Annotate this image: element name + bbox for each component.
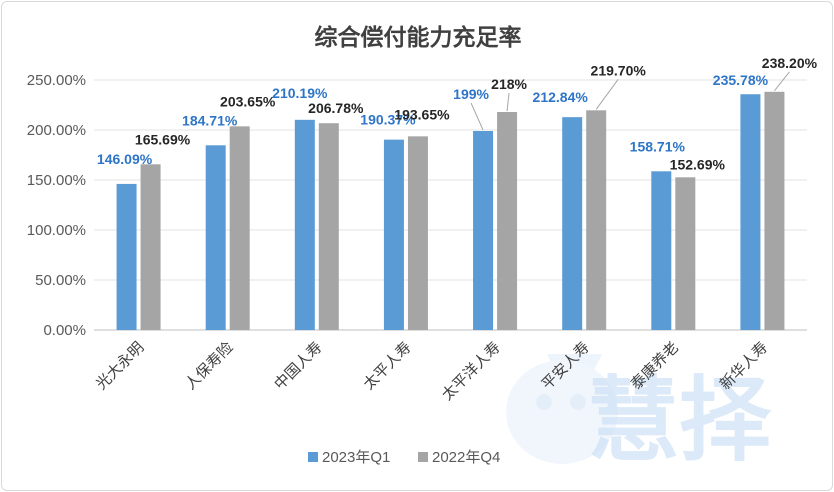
data-label: 235.78% bbox=[713, 72, 769, 88]
watermark: 慧择 bbox=[506, 354, 772, 474]
label-leader-line bbox=[595, 79, 619, 110]
x-tick-label: 太平洋人寿 bbox=[438, 338, 504, 404]
y-tick-label: 50.00% bbox=[35, 272, 86, 289]
y-tick-label: 100.00% bbox=[27, 222, 86, 239]
data-label: 190.37% bbox=[360, 112, 416, 128]
label-leader-line bbox=[506, 92, 510, 112]
bar-q4-2 bbox=[229, 126, 250, 330]
data-label: 193.65% bbox=[394, 106, 450, 122]
data-label: 199% bbox=[453, 86, 489, 102]
data-label: 218% bbox=[491, 76, 527, 92]
bar-q4-5 bbox=[497, 112, 518, 330]
legend: 2023年Q1 2022年Q4 bbox=[308, 449, 500, 466]
bar-q1-4 bbox=[383, 139, 404, 330]
data-label: 184.71% bbox=[182, 112, 238, 128]
label-leader-line bbox=[774, 71, 790, 92]
x-tick-label: 太平人寿 bbox=[360, 338, 415, 393]
data-label: 146.09% bbox=[97, 151, 153, 167]
data-label: 152.69% bbox=[670, 156, 726, 172]
y-tick-label: 0.00% bbox=[43, 322, 86, 339]
bar-q4-7 bbox=[675, 177, 696, 330]
bar-q4-6 bbox=[586, 110, 607, 330]
data-label: 219.70% bbox=[591, 62, 647, 78]
y-tick-label: 150.00% bbox=[27, 172, 86, 189]
bar-q4-8 bbox=[764, 91, 785, 330]
bar-q1-3 bbox=[294, 119, 315, 330]
bar-q1-8 bbox=[740, 94, 761, 330]
bar-q4-4 bbox=[407, 136, 428, 330]
bar-q1-1 bbox=[116, 183, 137, 330]
x-tick-label: 中国人寿 bbox=[270, 338, 325, 393]
y-tick-label: 200.00% bbox=[27, 122, 86, 139]
bar-q4-3 bbox=[318, 123, 339, 330]
bar-q1-7 bbox=[651, 171, 672, 330]
legend-swatch bbox=[418, 452, 428, 462]
data-label: 158.71% bbox=[630, 138, 686, 154]
bar-q1-6 bbox=[562, 117, 583, 330]
data-label: 210.19% bbox=[272, 85, 328, 101]
y-tick-label: 250.00% bbox=[27, 72, 86, 89]
data-label: 203.65% bbox=[220, 93, 276, 109]
chart-title: 综合偿付能力充足率 bbox=[315, 24, 522, 51]
legend-label: 2023年Q1 bbox=[322, 449, 390, 466]
mascot-icon bbox=[506, 354, 618, 464]
data-label: 212.84% bbox=[533, 89, 589, 105]
bar-q1-2 bbox=[205, 145, 226, 330]
data-label: 206.78% bbox=[308, 100, 364, 116]
bar-q1-5 bbox=[473, 131, 494, 330]
legend-swatch bbox=[308, 452, 318, 462]
data-labels: 146.09% 165.69% 184.71% 203.65%210.19%206.7… bbox=[97, 55, 818, 173]
bars bbox=[116, 91, 785, 330]
data-label: 165.69% bbox=[135, 131, 191, 147]
label-leader-line bbox=[470, 102, 484, 131]
legend-label: 2022年Q4 bbox=[432, 449, 500, 466]
bar-q4-1 bbox=[140, 164, 161, 330]
x-tick-label: 光大永明 bbox=[92, 338, 147, 393]
x-tick-label: 人保寿险 bbox=[181, 338, 236, 393]
y-axis: 0.00% 50.00% 100.00% 150.00% 200.00% 250.00% bbox=[27, 72, 86, 339]
data-label: 238.20% bbox=[762, 55, 818, 71]
watermark-text: 慧择 bbox=[587, 367, 772, 474]
